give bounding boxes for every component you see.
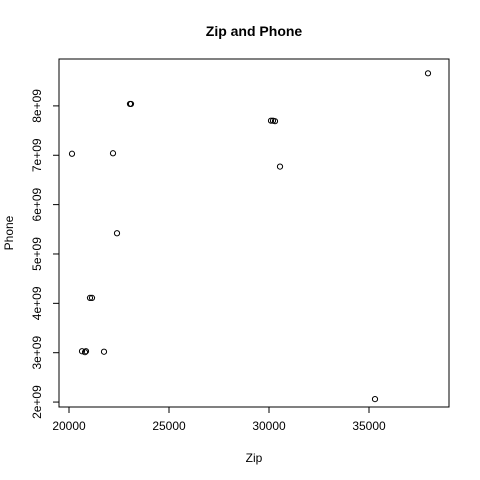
y-tick-label: 7e+09 — [30, 138, 44, 172]
y-tick-label: 3e+09 — [30, 336, 44, 370]
y-tick-label: 4e+09 — [30, 286, 44, 320]
data-point — [78, 348, 86, 355]
data-point — [86, 294, 94, 302]
data-points — [68, 70, 432, 403]
data-point — [267, 117, 275, 124]
data-point — [68, 150, 76, 157]
data-point — [276, 163, 284, 170]
y-tick-label: 5e+09 — [30, 237, 44, 271]
data-point — [109, 150, 117, 157]
x-tick-label: 30000 — [252, 419, 286, 433]
data-point — [100, 348, 108, 355]
y-tick-label: 2e+09 — [30, 385, 44, 419]
x-tick-label: 20000 — [52, 419, 86, 433]
y-axis-label: Phone — [2, 215, 16, 250]
data-point — [81, 349, 89, 356]
data-point — [271, 118, 279, 125]
x-axis: 20000 25000 30000 35000 — [52, 406, 386, 433]
plot-frame — [58, 58, 450, 408]
data-point — [113, 230, 121, 237]
x-tick-label: 35000 — [352, 419, 386, 433]
data-point — [424, 70, 432, 77]
y-tick-label: 6e+09 — [30, 187, 44, 221]
data-point — [88, 294, 96, 302]
chart-title: Zip and Phone — [206, 23, 303, 39]
y-axis: 2e+09 3e+09 4e+09 5e+09 6e+09 7e+09 8e+09 — [30, 89, 60, 419]
y-tick-label: 8e+09 — [30, 89, 44, 123]
data-point — [127, 100, 135, 108]
data-point — [82, 348, 90, 355]
x-tick-label: 25000 — [152, 419, 186, 433]
x-axis-label: Zip — [246, 451, 263, 465]
data-point — [371, 396, 379, 403]
